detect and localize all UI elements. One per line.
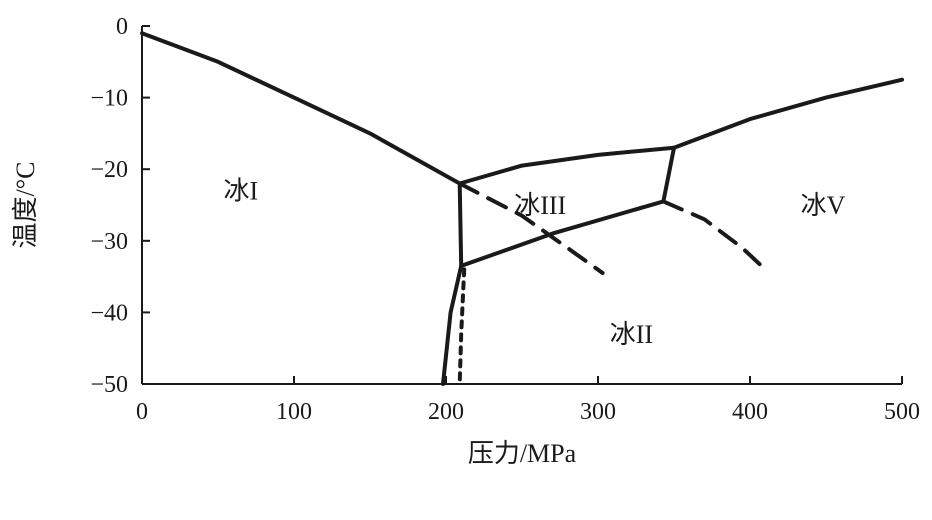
- y-tick-label: −30: [90, 229, 128, 255]
- phase-boundary-dotted: [457, 267, 467, 386]
- phase-boundary-solid: [441, 263, 464, 386]
- phase-boundary-solid: [457, 145, 676, 186]
- y-ticks: 0 −10 −20 −30 −40 −50: [90, 14, 150, 398]
- x-tick-label: 200: [428, 399, 464, 425]
- phase-boundary-solid: [457, 181, 464, 268]
- phase-boundary-solid: [672, 77, 904, 150]
- phase-region-label: 冰V: [801, 191, 846, 220]
- phase-boundaries: [140, 31, 904, 386]
- phase-boundary-solid: [661, 145, 676, 204]
- phase-boundary-dashed: [661, 199, 768, 272]
- phase-region-label: 冰II: [610, 320, 653, 349]
- y-tick-label: −40: [90, 300, 128, 326]
- x-tick-label: 400: [732, 399, 768, 425]
- phase-boundary-dashed: [457, 181, 605, 275]
- phase-region-label: 冰III: [514, 191, 566, 220]
- phase-boundary-solid: [459, 199, 666, 268]
- y-axis-title: 温度/°C: [11, 162, 40, 249]
- axes: [141, 26, 902, 385]
- x-axis-title: 压力/MPa: [468, 439, 577, 468]
- x-tick-label: 500: [884, 399, 920, 425]
- y-tick-label: −50: [90, 372, 128, 398]
- y-tick-label: −10: [90, 86, 128, 112]
- phase-region-label: 冰I: [223, 177, 258, 206]
- y-tick-label: −20: [90, 157, 128, 183]
- x-ticks: 0 100 200 300 400 500: [136, 376, 920, 425]
- x-tick-label: 300: [580, 399, 616, 425]
- x-tick-label: 100: [276, 399, 312, 425]
- phase-boundary-solid: [140, 31, 462, 186]
- y-tick-label: 0: [116, 14, 128, 40]
- x-tick-label: 0: [136, 399, 148, 425]
- phase-region-labels: 冰I 冰III 冰V 冰II: [223, 177, 845, 349]
